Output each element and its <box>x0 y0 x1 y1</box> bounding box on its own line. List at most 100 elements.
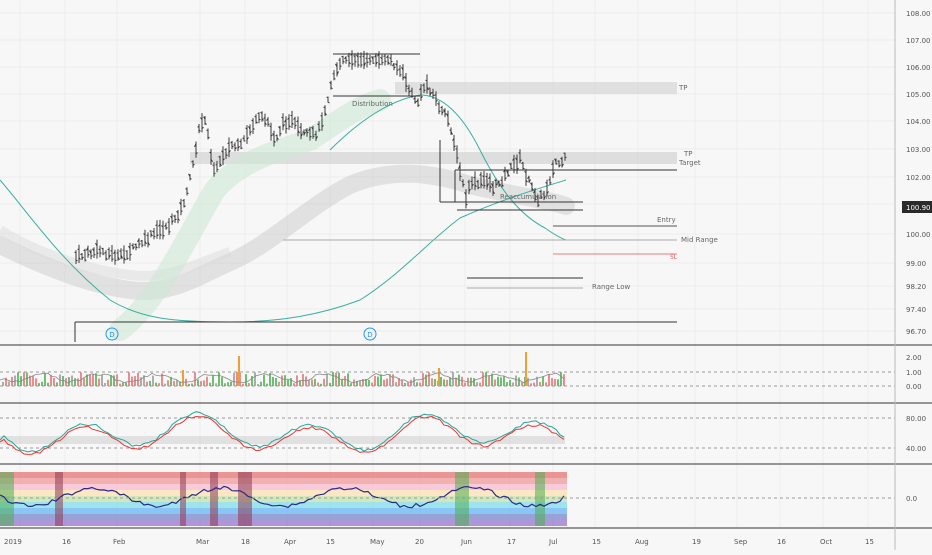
osc1-bar <box>173 381 175 386</box>
osc1-bar <box>284 375 286 386</box>
osc1-bar <box>197 380 199 386</box>
price-tick-label: 104.00 <box>906 118 931 126</box>
bar-close <box>538 205 540 206</box>
bar-open <box>126 251 128 252</box>
osc1-bar <box>290 378 292 386</box>
osc1-bar <box>323 379 325 386</box>
bar-close <box>268 124 270 125</box>
bar-open <box>78 249 80 250</box>
osc1-bar <box>545 382 547 386</box>
osc1-bar <box>68 377 70 386</box>
osc1-bar <box>317 383 319 386</box>
range-low-label: Range Low <box>592 283 630 291</box>
osc1-bar <box>497 377 499 386</box>
price-tick-label: 107.00 <box>906 37 931 45</box>
osc1-bar <box>224 383 226 386</box>
time-tick-label: 15 <box>326 538 335 546</box>
osc1-bar <box>419 383 421 386</box>
osc1-bar <box>293 383 295 386</box>
osc1-bar <box>473 378 475 386</box>
osc1-tick-label: 0.00 <box>906 383 922 391</box>
bar-open <box>501 180 503 181</box>
bar-close <box>169 232 171 233</box>
osc1-bar <box>515 376 517 387</box>
osc1-bar <box>371 383 373 386</box>
price-tick-label: 102.00 <box>906 174 931 182</box>
osc1-bar <box>122 383 124 386</box>
time-tick-label: Sep <box>734 538 748 546</box>
osc1-bar <box>305 377 307 387</box>
osc1-bar <box>539 382 541 386</box>
osc1-bar <box>359 381 361 386</box>
bar-close <box>358 65 360 66</box>
osc1-bar <box>242 384 244 386</box>
bar-close <box>259 119 261 120</box>
osc3-band-1 <box>0 478 567 484</box>
osc3-band-0 <box>0 472 567 478</box>
osc1-bar <box>431 378 433 386</box>
tp-upper-zone <box>395 82 677 94</box>
osc1-bar <box>32 376 34 386</box>
osc1-bar <box>47 383 49 386</box>
osc1-spike-1 <box>182 370 184 386</box>
osc1-bar <box>257 384 259 386</box>
osc3-tick-label: 0.0 <box>906 495 917 503</box>
osc1-bar <box>308 380 310 386</box>
osc3-band-6 <box>0 508 567 514</box>
osc2-tick-label: 40.00 <box>906 445 926 453</box>
entry-label: Entry <box>657 216 676 224</box>
osc1-bar <box>509 380 511 386</box>
bar-open <box>192 161 194 162</box>
osc3-band-7 <box>0 514 567 520</box>
osc1-bar <box>230 382 232 386</box>
osc1-bar <box>275 378 277 386</box>
bar-open <box>549 180 551 181</box>
osc1-bar <box>314 379 316 386</box>
price-tick-label: 103.00 <box>906 146 931 154</box>
osc1-bar <box>152 376 154 386</box>
bar-close <box>280 134 282 135</box>
target-label: Target <box>678 159 701 167</box>
current-price-label: 100.90 <box>906 204 931 212</box>
osc1-bar <box>17 372 19 386</box>
osc3-highlight-0 <box>0 472 14 526</box>
bar-open <box>120 251 122 252</box>
bar-close <box>418 105 420 106</box>
osc1-bar <box>215 383 217 386</box>
time-tick-label: 19 <box>692 538 701 546</box>
reaccumulation-label: Reaccumulation <box>500 193 556 201</box>
osc1-bar <box>218 372 220 386</box>
osc1-bar <box>266 384 268 386</box>
osc1-bar <box>89 375 91 386</box>
bar-close <box>439 111 441 112</box>
osc1-bar <box>8 382 10 386</box>
osc3-highlight-4 <box>238 472 252 526</box>
tp-lower-label: TP <box>683 150 693 158</box>
osc1-bar <box>485 372 487 386</box>
bar-close <box>253 129 255 130</box>
osc1-bar <box>263 375 265 386</box>
dividend-marker-1: D <box>109 331 114 339</box>
bar-open <box>150 231 152 232</box>
bar-open <box>432 92 434 93</box>
time-tick-label: Aug <box>635 538 649 546</box>
osc1-bar <box>74 378 76 386</box>
bar-close <box>130 255 132 256</box>
osc1-bar <box>146 382 148 386</box>
osc1-bar <box>440 377 442 386</box>
osc1-bar <box>386 379 388 386</box>
price-tick-label: 97.40 <box>906 306 926 314</box>
osc1-bar <box>227 382 229 386</box>
osc1-bar <box>245 374 247 386</box>
time-tick-label: Mar <box>196 538 209 546</box>
time-tick-label: Jun <box>460 538 472 546</box>
time-tick-label: 2019 <box>4 538 22 546</box>
bar-open <box>456 149 458 150</box>
time-tick-label: 20 <box>415 538 424 546</box>
osc1-bar <box>107 380 109 386</box>
bar-open <box>207 130 209 131</box>
osc1-bar <box>422 373 424 386</box>
osc1-bar <box>407 382 409 386</box>
